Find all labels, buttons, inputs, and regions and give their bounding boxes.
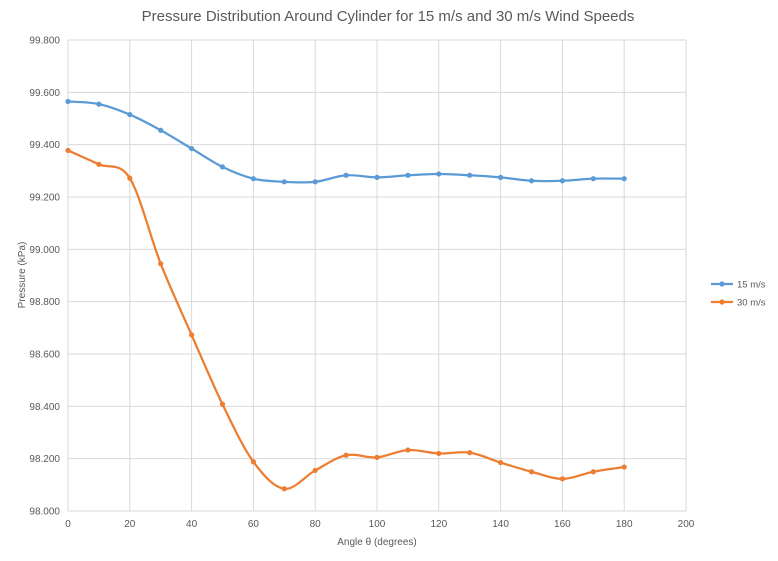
data-point	[158, 261, 164, 267]
data-point	[281, 179, 287, 185]
data-point	[467, 450, 473, 456]
data-point	[374, 174, 380, 180]
x-axis-title: Angle θ (degrees)	[337, 537, 417, 548]
data-point	[312, 467, 318, 474]
y-tick-label: 98.600	[29, 350, 60, 361]
series-lines	[65, 98, 627, 492]
data-point	[621, 464, 627, 470]
data-point	[528, 469, 535, 475]
data-point	[343, 172, 349, 178]
grid-lines	[67, 39, 687, 512]
data-point	[250, 176, 256, 182]
data-point	[219, 401, 226, 407]
x-tick-label: 40	[186, 519, 198, 530]
x-tick-label: 80	[310, 519, 322, 530]
y-tick-label: 99.200	[29, 193, 60, 204]
data-point	[559, 178, 566, 184]
x-tick-label: 60	[248, 519, 260, 530]
x-tick-label: 140	[492, 519, 509, 530]
y-tick-label: 98.000	[29, 507, 60, 518]
data-point	[590, 176, 596, 182]
data-point	[312, 179, 318, 185]
x-tick-label: 180	[616, 519, 633, 530]
chart-title: Pressure Distribution Around Cylinder fo…	[142, 8, 635, 25]
data-point	[65, 147, 71, 154]
legend-label: 15 m/s	[737, 280, 766, 291]
data-point	[621, 176, 627, 182]
data-point	[467, 172, 473, 178]
x-tick-labels: 0 20 40 60 80 100 120 140 160 180 200	[65, 519, 695, 530]
data-point	[405, 447, 411, 453]
legend-swatch-marker	[719, 299, 725, 305]
legend-item: 15 m/s	[711, 280, 766, 291]
data-point	[559, 476, 566, 482]
y-tick-label: 98.800	[29, 297, 60, 308]
data-point	[219, 164, 226, 170]
data-point	[498, 174, 504, 180]
y-tick-label: 99.000	[29, 245, 60, 256]
x-tick-label: 200	[678, 519, 695, 530]
x-tick-label: 20	[124, 519, 136, 530]
series-line	[67, 100, 625, 184]
legend-label: 30 m/s	[737, 298, 766, 309]
y-tick-label: 98.400	[29, 402, 60, 413]
data-point	[436, 171, 442, 177]
data-point	[281, 486, 287, 492]
series-1	[65, 147, 627, 492]
data-point	[158, 127, 164, 133]
y-tick-label: 99.600	[29, 88, 60, 99]
x-tick-label: 120	[430, 519, 447, 530]
legend: 15 m/s 30 m/s	[711, 280, 766, 309]
data-point	[189, 145, 195, 152]
y-tick-labels: 98.000 98.200 98.400 98.600 98.800 99.000 99.2…	[29, 36, 60, 518]
x-tick-label: 0	[65, 519, 71, 530]
data-point	[96, 161, 102, 167]
legend-item: 30 m/s	[711, 298, 766, 309]
x-tick-label: 160	[554, 519, 571, 530]
data-point	[189, 332, 195, 338]
data-point	[405, 172, 411, 178]
y-tick-label: 99.800	[29, 36, 60, 47]
x-tick-label: 100	[369, 519, 386, 530]
data-point	[498, 459, 504, 466]
data-point	[528, 178, 535, 184]
series-0	[65, 98, 627, 185]
y-tick-label: 99.400	[29, 140, 60, 151]
data-point	[127, 111, 133, 118]
data-point	[436, 450, 442, 457]
y-axis-title: Pressure (kPa)	[17, 242, 28, 309]
legend-swatch-marker	[719, 281, 725, 287]
series-line	[67, 149, 625, 490]
data-point	[127, 175, 133, 181]
data-point	[65, 98, 71, 105]
data-point	[250, 459, 256, 465]
data-point	[96, 101, 102, 107]
data-point	[343, 452, 349, 458]
data-point	[374, 454, 380, 460]
data-point	[590, 469, 596, 475]
y-tick-label: 98.200	[29, 454, 60, 465]
